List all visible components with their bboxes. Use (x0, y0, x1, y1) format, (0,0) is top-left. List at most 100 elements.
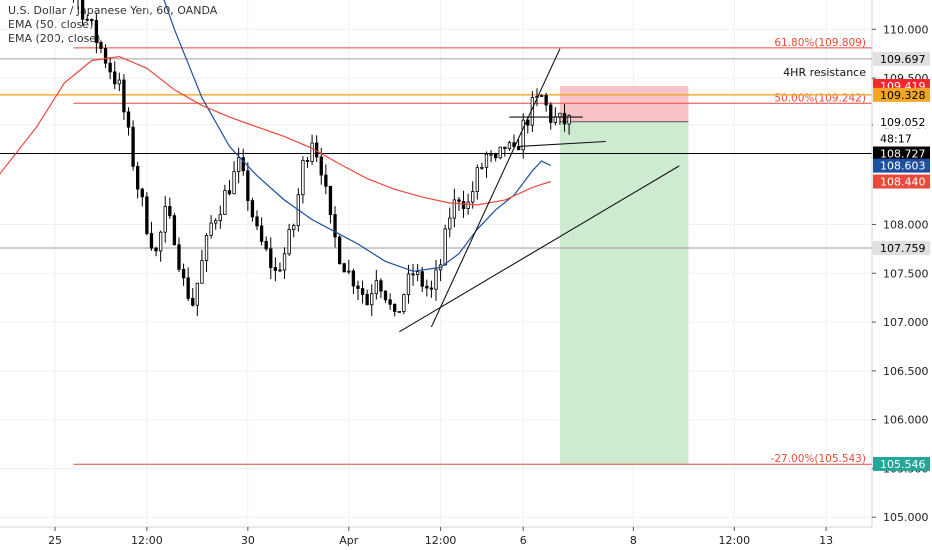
candle-body (415, 271, 420, 276)
candle-body (461, 201, 466, 209)
trend-line (430, 48, 561, 328)
candle-body (172, 215, 177, 246)
candle-body (250, 200, 255, 218)
candle-body (259, 225, 264, 242)
candle-body (342, 263, 346, 273)
time-tick-label: 12:00 (425, 534, 457, 547)
candle-body (163, 206, 167, 233)
price-label-bg (873, 456, 930, 471)
candle-body (374, 280, 378, 295)
candle-body (214, 220, 218, 224)
price-label-bg (873, 87, 930, 102)
candle-body (264, 240, 268, 250)
candle-body (168, 206, 172, 217)
candle-body (158, 231, 163, 252)
candle-body (140, 188, 144, 198)
annotation-4hr-resistance: 4HR resistance (783, 66, 866, 79)
candle-body (448, 217, 452, 230)
candle-body (195, 282, 200, 306)
candle-body (122, 79, 126, 113)
candle-body (145, 196, 149, 234)
candle-body (397, 311, 401, 313)
candle-body (149, 233, 154, 249)
time-tick-label: 12:00 (718, 534, 750, 547)
candle-body (370, 293, 374, 306)
candle-body (177, 244, 181, 270)
candle-body (365, 294, 369, 306)
price-label: 108.603 (880, 160, 926, 173)
candle-body (337, 236, 342, 265)
trend-line (518, 140, 606, 147)
candle-body (507, 142, 512, 149)
candle-body (186, 277, 190, 299)
candle-body (452, 199, 457, 219)
candle-body (85, 18, 89, 21)
candle-body (204, 234, 209, 261)
candle-body (287, 229, 291, 255)
candle-body (241, 157, 245, 172)
candle-body (443, 228, 447, 266)
candle-body (393, 303, 397, 312)
candle-body (379, 280, 383, 292)
candle-body (99, 41, 103, 49)
candle-body (466, 201, 470, 209)
candle-body (484, 153, 489, 168)
candle-body (209, 222, 213, 236)
candle-body (191, 298, 195, 306)
candle-body (328, 185, 333, 216)
candle-body (471, 191, 475, 203)
candle-body (301, 159, 305, 196)
candle-body (131, 126, 135, 167)
price-label: 109.697 (880, 53, 926, 66)
price-tick-label: 106.000 (883, 414, 929, 427)
candle-body (126, 111, 131, 128)
price-label: 109.328 (880, 89, 926, 102)
price-label: 48:17 (880, 133, 912, 146)
candle-body (351, 270, 356, 287)
candle-body (319, 156, 323, 176)
price-label-bg (873, 114, 930, 129)
price-label-bg (873, 158, 930, 173)
candle-body (255, 216, 259, 227)
candle-body (539, 95, 544, 97)
candle-body (108, 62, 112, 73)
candle-body (333, 214, 337, 238)
candle-body (218, 214, 222, 222)
price-tick-label: 107.500 (883, 267, 929, 280)
legend-symbol: U.S. Dollar / Japanese Yen, 60, OANDA (8, 4, 218, 17)
candle-body (567, 115, 571, 125)
candle-body (117, 79, 121, 85)
candle-body (232, 171, 236, 195)
fib-label: -27.00%(105.543) (771, 453, 866, 465)
candle-body (544, 95, 548, 106)
candles (72, 0, 571, 317)
candle-body (402, 294, 406, 312)
candle-body (292, 225, 296, 230)
fib-label: 61.80%(109.809) (774, 37, 866, 49)
chart-legend: U.S. Dollar / Japanese Yen, 60, OANDA EM… (8, 4, 217, 46)
candle-body (113, 71, 117, 85)
time-tick-label: 13 (819, 534, 833, 547)
price-tick-label: 105.000 (883, 511, 929, 524)
candle-body (498, 146, 502, 159)
candle-body (429, 287, 434, 290)
candle-body (305, 159, 310, 162)
time-tick-label: 6 (520, 534, 527, 547)
candle-body (103, 48, 108, 64)
ema-line (0, 55, 551, 206)
candle-body (411, 273, 415, 276)
candle-body (526, 119, 530, 126)
time-tick-label: 25 (48, 534, 62, 547)
candle-body (489, 153, 493, 156)
trend-line (399, 165, 680, 333)
candle-body (181, 268, 186, 279)
candle-body (278, 269, 282, 272)
candle-body (425, 285, 429, 289)
price-label: 107.759 (880, 242, 926, 255)
candle-body (388, 299, 392, 305)
candle-body (383, 290, 388, 301)
candle-body (227, 190, 232, 195)
candle-body (273, 267, 278, 271)
price-label-bg (873, 51, 930, 66)
